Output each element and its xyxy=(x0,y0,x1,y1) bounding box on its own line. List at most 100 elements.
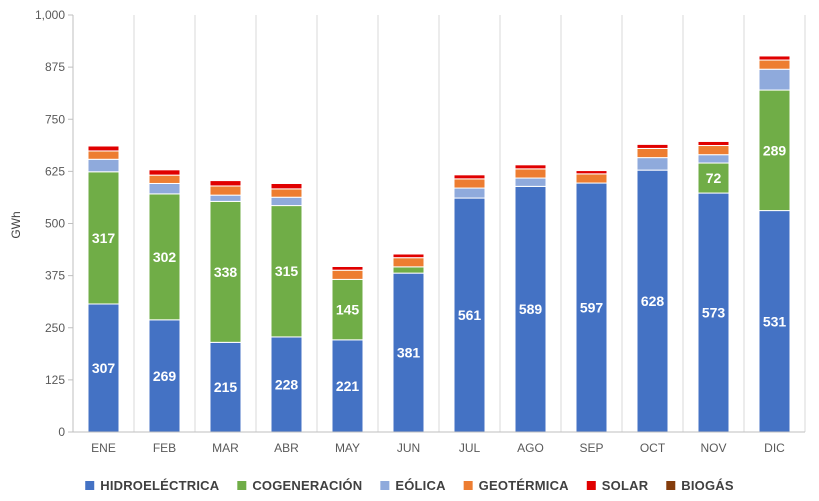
legend-swatch xyxy=(237,481,247,490)
bar-segment xyxy=(331,269,364,280)
data-label: 315 xyxy=(275,263,299,279)
data-label: 573 xyxy=(702,305,726,321)
bar-segment xyxy=(514,177,547,187)
bar-segment xyxy=(392,266,425,274)
legend-label: GEOTÉRMICA xyxy=(479,478,570,493)
bar-segment xyxy=(270,188,303,198)
bar-segment xyxy=(209,194,242,202)
x-tick-label: SEP xyxy=(579,441,603,455)
bar-segment xyxy=(575,182,608,433)
bar-segment xyxy=(758,89,791,212)
bar-segment xyxy=(209,180,242,187)
bar-segment xyxy=(514,185,547,433)
x-tick-label: MAY xyxy=(335,441,360,455)
data-label: 228 xyxy=(275,376,299,392)
legend-swatch xyxy=(85,481,95,490)
bar-segment xyxy=(331,339,364,433)
bar-segment xyxy=(87,145,120,152)
data-label: 589 xyxy=(519,301,543,317)
x-tick-label: AGO xyxy=(517,441,544,455)
bar-segment xyxy=(697,145,730,156)
bars-layer xyxy=(87,54,791,433)
data-label: 307 xyxy=(92,360,116,376)
bar-segment xyxy=(331,265,364,271)
bar-segment xyxy=(87,171,120,305)
data-label: 72 xyxy=(706,170,722,186)
y-tick-label: 0 xyxy=(58,425,65,439)
data-label: 221 xyxy=(336,378,360,394)
legend: HIDROELÉCTRICA COGENERACIÓN EÓLICA GEOTÉRMI… xyxy=(85,478,734,493)
data-label: 628 xyxy=(641,293,665,309)
bar-segment xyxy=(697,154,730,164)
x-axis: ENE FEB MAR ABR MAY JUN JUL AGO SEP OCT NOV DIC xyxy=(73,431,805,455)
data-label: 269 xyxy=(153,368,177,384)
y-tick-label: 500 xyxy=(45,217,65,231)
bar-segment xyxy=(209,200,242,343)
bar-segment xyxy=(758,68,791,91)
bar-segment xyxy=(636,143,669,149)
bar-segment xyxy=(148,169,181,176)
legend-label: EÓLICA xyxy=(395,478,446,493)
x-tick-label: ABR xyxy=(274,441,299,455)
data-label: 145 xyxy=(336,302,360,318)
data-label: 338 xyxy=(214,264,238,280)
legend-label: COGENERACIÓN xyxy=(252,478,362,493)
y-tick-label: 625 xyxy=(45,164,65,178)
bar-segment xyxy=(758,55,791,61)
bar-segment xyxy=(209,185,242,196)
bar-segment xyxy=(697,162,730,194)
bar-segment xyxy=(453,178,486,189)
y-tick-label: 250 xyxy=(45,321,65,335)
y-axis-title: GWh xyxy=(9,211,23,238)
bar-segment xyxy=(87,303,120,433)
data-label: 215 xyxy=(214,379,238,395)
x-tick-label: JUL xyxy=(459,441,481,455)
data-label: 381 xyxy=(397,345,421,361)
bar-segment xyxy=(514,164,547,170)
y-tick-label: 375 xyxy=(45,269,65,283)
y-tick-label: 1,000 xyxy=(35,8,65,22)
y-tick-label: 875 xyxy=(45,60,65,74)
data-label: 597 xyxy=(580,300,604,316)
bar-segment xyxy=(453,174,486,180)
bar-segment xyxy=(270,205,303,338)
bar-segment xyxy=(575,170,608,175)
legend-swatch xyxy=(666,481,676,490)
data-label: 531 xyxy=(763,313,787,329)
data-label: 317 xyxy=(92,230,116,246)
bar-segment xyxy=(209,341,242,433)
bar-segment xyxy=(636,169,669,433)
gridlines xyxy=(72,15,806,432)
y-tick-label: 750 xyxy=(45,112,65,126)
bar-segment xyxy=(697,140,730,147)
x-tick-label: DIC xyxy=(764,441,785,455)
legend-label: SOLAR xyxy=(602,478,649,493)
bar-segment xyxy=(392,253,425,259)
data-label: 289 xyxy=(763,142,787,158)
x-tick-label: OCT xyxy=(640,441,666,455)
y-tick-label: 125 xyxy=(45,373,65,387)
bar-segment xyxy=(392,257,425,268)
bar-segment xyxy=(514,168,547,179)
bar-segment xyxy=(636,147,669,159)
legend-label: BIOGÁS xyxy=(681,478,734,493)
bar-segment xyxy=(148,182,181,195)
x-tick-label: JUN xyxy=(397,441,420,455)
x-tick-label: FEB xyxy=(153,441,176,455)
data-label: 302 xyxy=(153,249,177,265)
bar-segment xyxy=(87,150,120,160)
legend-swatch xyxy=(463,481,473,490)
legend-swatch xyxy=(380,481,390,490)
x-tick-label: ENE xyxy=(91,441,116,455)
bar-segment xyxy=(87,158,120,173)
y-axis: 0 125 250 375 500 625 750 875 1,000 xyxy=(35,8,74,439)
bar-segment xyxy=(758,59,791,70)
bar-segment xyxy=(270,196,303,207)
x-tick-label: MAR xyxy=(212,441,239,455)
bar-segment xyxy=(270,182,303,190)
bar-segment xyxy=(148,174,181,184)
bar-segment xyxy=(575,173,608,184)
data-label: 561 xyxy=(458,307,482,323)
data-labels-layer: 307 317 269 302 215 338 228 315 221 145 381 561 589 5… xyxy=(92,142,787,395)
